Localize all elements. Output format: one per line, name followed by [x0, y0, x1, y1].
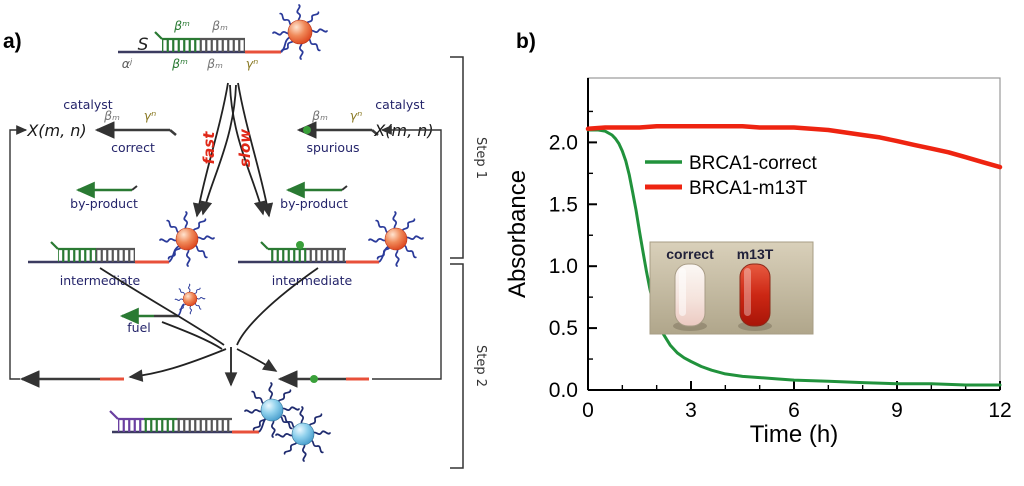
inset-correct-label: correct — [666, 246, 714, 262]
right-catalyst: βₘ γⁿ catalyst X(m, n) spurious — [296, 97, 434, 155]
inset-photo: correct m13T — [649, 241, 814, 335]
gold-nanoparticle-red-small — [174, 283, 206, 315]
inset-m13t-label: m13T — [737, 246, 774, 262]
top-beta-sup-label: βᵐ — [173, 18, 190, 33]
right-catalyst-beta-label: βₘ — [311, 108, 328, 123]
left-catalyst-toehold — [169, 129, 177, 136]
substrate-complex: S βᵐ βₘ αʲ βᵐ βₘ γⁿ — [118, 4, 328, 71]
right-catalyst-gamma-label: γⁿ — [350, 108, 362, 123]
left-catalyst-formula: X(m, n) — [26, 121, 86, 140]
duplex-gray-domain — [200, 39, 245, 52]
y-tick-label: 0.5 — [549, 317, 578, 340]
chart-legend: BRCA1-correct BRCA1-m13T — [645, 153, 817, 199]
x-tick-label: 3 — [685, 399, 697, 422]
gold-nanoparticle-red — [159, 211, 215, 267]
top-beta-sub-label: βₘ — [211, 18, 228, 33]
legend-label: BRCA1-correct — [689, 153, 817, 174]
mismatch-dot — [296, 241, 304, 249]
y-tick-label: 1.5 — [549, 193, 578, 216]
x-tick-label: 0 — [582, 399, 594, 422]
y-axis-title: Absorbance — [505, 170, 531, 298]
duplex-green-domain — [162, 39, 200, 52]
blue-nanoparticle — [275, 406, 331, 462]
bottom-gamma-label: γⁿ — [246, 56, 258, 71]
mismatch-dot — [310, 375, 318, 383]
panel-b-label: b) — [516, 30, 536, 53]
blue-nanoparticle — [244, 382, 300, 438]
spurious-label: spurious — [306, 140, 359, 155]
left-catalyst-beta-label: βₘ — [103, 108, 120, 123]
byproduct-right-label: by-product — [280, 196, 348, 211]
byproduct-left: by-product — [70, 181, 138, 211]
mismatch-dot — [303, 126, 311, 134]
step2-label: Step 2 — [473, 345, 488, 387]
tube-m13t — [739, 263, 771, 327]
intermediate-left-label: intermediate — [60, 273, 141, 288]
reaction-scheme-diagram: S βᵐ βₘ αʲ βᵐ βₘ γⁿ catalyst X(m, n) — [9, 4, 488, 469]
y-tick-label: 0.0 — [549, 379, 578, 402]
y-tick-label: 2.0 — [549, 131, 578, 154]
substrate-name-label: S — [138, 35, 149, 55]
step1-label: Step 1 — [473, 137, 488, 179]
fuel-label: fuel — [127, 320, 151, 335]
fast-label: fast — [200, 131, 218, 165]
green-overhang — [154, 31, 163, 40]
intermediate-right: intermediate — [238, 211, 424, 288]
convergence-arrows — [99, 267, 319, 387]
step-brackets: Step 1 Step 2 — [450, 56, 488, 469]
waste-right — [277, 370, 369, 388]
tube-highlight — [744, 268, 751, 316]
x-axis-title: Time (h) — [750, 421, 838, 448]
branch-arrows — [192, 82, 274, 218]
absorbance-chart: 0 3 6 9 12 0.0 0.5 1.0 1.5 2.0 correct m13T BRCA1… — [505, 77, 1012, 448]
right-catalyst-title: catalyst — [375, 97, 424, 112]
bottom-beta-sub-label: βₘ — [206, 56, 223, 71]
panel-a-label: a) — [3, 30, 22, 53]
x-tick-label: 6 — [788, 399, 800, 422]
legend-label: BRCA1-m13T — [689, 178, 808, 199]
y-tick-label: 1.0 — [549, 255, 578, 278]
recycle-loop-left — [9, 125, 28, 380]
correct-label: correct — [111, 140, 155, 155]
byproduct-right: by-product — [280, 181, 348, 211]
gold-nanoparticle-red — [272, 4, 328, 60]
bottom-beta-sup-label: βᵐ — [171, 56, 188, 71]
right-catalyst-toehold — [371, 129, 379, 136]
byproduct-left-label: by-product — [70, 196, 138, 211]
final-aggregate — [109, 382, 331, 462]
slow-label: slow — [236, 129, 254, 167]
x-tick-label: 12 — [988, 399, 1011, 422]
left-catalyst: catalyst X(m, n) βₘ γⁿ correct — [26, 97, 177, 155]
series-line-BRCA1-m13T — [585, 124, 1003, 170]
intermediate-right-label: intermediate — [272, 273, 353, 288]
left-catalyst-gamma-label: γⁿ — [144, 108, 156, 123]
gold-nanoparticle-red — [368, 211, 424, 267]
x-tick-label: 9 — [891, 399, 903, 422]
left-catalyst-title: catalyst — [63, 97, 112, 112]
recycle-loop-right — [372, 125, 442, 380]
bottom-alpha-label: αʲ — [122, 56, 133, 71]
tube-highlight — [679, 268, 686, 316]
fuel-complex: fuel — [119, 283, 206, 335]
intermediate-left: intermediate — [28, 211, 215, 288]
